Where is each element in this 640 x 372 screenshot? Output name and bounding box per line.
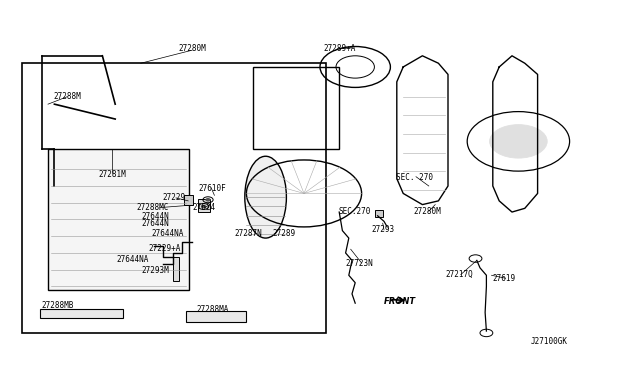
Text: 27723N: 27723N [346,259,374,268]
Text: FRONT: FRONT [384,297,416,306]
Text: SEC.270: SEC.270 [339,207,371,216]
Text: 27644NA: 27644NA [152,229,184,238]
Text: 27619: 27619 [493,274,516,283]
Circle shape [202,205,205,208]
Text: 27288M: 27288M [53,92,81,101]
Ellipse shape [244,156,287,238]
Text: 27644NA: 27644NA [117,255,149,264]
Bar [375,210,383,217]
Text: 27644N: 27644N [141,212,169,221]
Text: 27280M: 27280M [413,207,442,216]
Bar [22,63,326,333]
Bar [173,257,179,281]
Circle shape [490,125,547,158]
Bar [40,309,123,318]
Bar [48,149,189,290]
Circle shape [206,199,210,201]
Text: 27281M: 27281M [98,170,126,179]
Bar [184,195,193,205]
Text: 27288MC: 27288MC [136,203,168,212]
Text: 27288MA: 27288MA [196,305,228,314]
Text: SEC. 270: SEC. 270 [396,173,433,182]
Text: 27293: 27293 [371,225,394,234]
Text: 27288MB: 27288MB [42,301,74,310]
Text: 27610F: 27610F [198,185,227,193]
Text: 27289: 27289 [273,229,296,238]
Text: 27217Q: 27217Q [445,270,474,279]
Text: 27289+A: 27289+A [323,44,355,53]
Bar [186,311,246,322]
Text: 27293M: 27293M [141,266,169,275]
Text: 27280M: 27280M [178,44,206,53]
Text: 27287N: 27287N [234,229,262,238]
Bar [198,199,210,212]
Bar [253,67,339,149]
Text: 27229+A: 27229+A [149,244,181,253]
Text: 27229: 27229 [163,193,186,202]
Text: 27644N: 27644N [141,219,169,228]
Text: 27624: 27624 [192,203,215,212]
Text: J27100GK: J27100GK [531,337,568,346]
